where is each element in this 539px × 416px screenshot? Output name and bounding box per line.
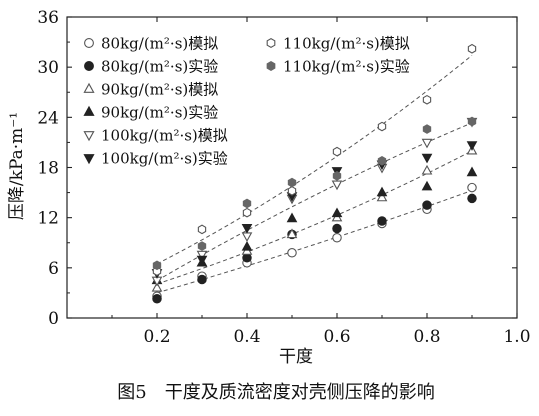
legend-marker [266,37,276,49]
y-tick-label: 30 [37,58,59,78]
data-point [286,212,298,223]
data-point [196,250,208,261]
data-point [376,186,388,197]
x-tick-label: 0.8 [413,327,440,347]
y-tick-label: 36 [37,8,59,28]
data-point [242,207,252,218]
data-point [467,116,477,127]
data-point [466,141,478,151]
data-point [331,180,343,191]
figure-caption: 图5 干度及质流密度对壳侧压降的影响 [117,382,434,403]
y-tick-label: 6 [48,259,59,279]
legend-label: 80kg/(m²·s)实验 [101,58,218,76]
data-point [466,166,478,177]
data-point [286,228,298,239]
data-point [331,207,343,218]
legend-marker [84,38,94,48]
data-point [287,186,297,196]
axes: 0 6 12 18 24 30 36 0.2 0.4 0.6 0.8 1.0 [37,8,530,347]
data-point [377,155,387,166]
data-point [421,138,433,149]
legend-marker [266,60,276,72]
data-point [467,43,477,54]
fit-line [156,150,473,285]
x-tick-label: 0.4 [233,327,260,347]
data-point [197,224,207,235]
data-point [241,240,253,251]
data-point [422,94,432,105]
data-point [467,193,477,204]
y-tick-label: 18 [37,159,59,179]
legend-label: 80kg/(m²·s)模拟 [101,35,218,53]
x-tick-label: 0.2 [143,327,170,347]
fit-line [156,189,473,294]
data-point [241,232,253,243]
data-point [422,124,432,134]
data-point [287,248,297,258]
y-tick-label: 24 [37,108,59,128]
data-point [332,232,342,243]
data-point [197,241,207,251]
data-point [421,180,433,191]
y-tick-label: 0 [48,309,59,329]
data-point [377,216,387,226]
legend-marker [84,61,94,71]
y-tick-label: 12 [37,209,59,229]
x-tick-label: 1.0 [503,327,530,347]
data-point [151,281,163,292]
legend-marker [83,131,95,142]
data-point [287,177,297,188]
data-point [242,198,252,209]
legend-label: 110kg/(m²·s)模拟 [283,35,410,53]
x-axis-title: 干度 [279,347,313,367]
legend-marker [83,105,95,116]
legend-label: 90kg/(m²·s)模拟 [101,81,218,99]
legend-marker [83,82,95,93]
data-point [332,223,342,234]
data-point [196,255,208,266]
data-point [422,200,432,210]
data-point [467,182,477,193]
legend-label: 90kg/(m²·s)实验 [101,104,218,122]
legend-label: 100kg/(m²·s)实验 [101,150,228,168]
fit-lines [156,54,473,294]
x-tick-label: 0.6 [323,327,350,347]
legend-label: 100kg/(m²·s)模拟 [101,127,228,145]
data-point [421,164,433,175]
data-point [197,274,207,285]
data-point [242,253,252,263]
data-points [151,43,478,304]
data-point [332,146,342,157]
fit-line [156,54,473,265]
data-point [377,121,387,132]
y-axis-title: 压降/kPa·m⁻¹ [7,112,27,220]
legend-marker [83,154,95,165]
fit-line [156,122,473,281]
data-point [332,171,342,181]
data-point [376,191,388,202]
legend-label: 110kg/(m²·s)实验 [283,58,410,76]
data-point [152,260,162,271]
legend: 80kg/(m²·s)模拟 80kg/(m²·s)实验 90kg/(m²·s)模拟 9… [83,35,410,168]
data-point [241,224,253,234]
data-point [152,294,162,304]
data-point [421,153,433,164]
